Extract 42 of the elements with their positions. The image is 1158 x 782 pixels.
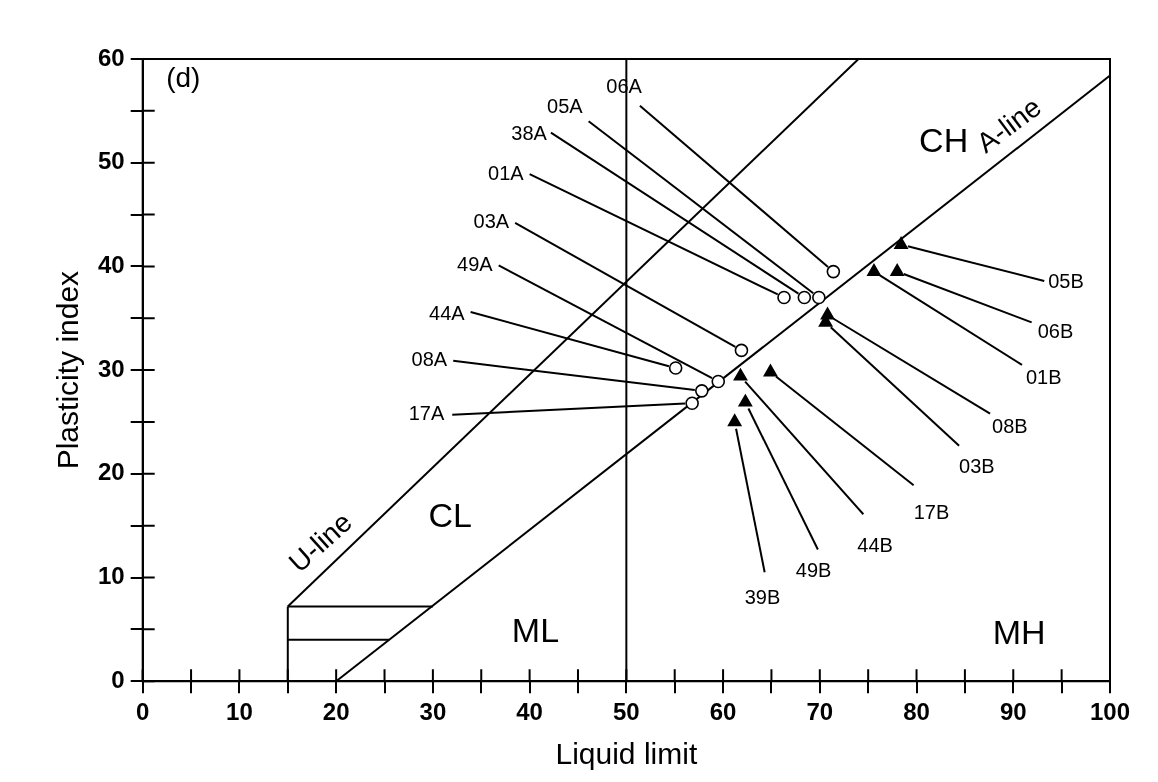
x-tick-label: 0 (136, 698, 150, 726)
annotation: 08B (992, 415, 1028, 438)
annotation: 05B (1048, 270, 1084, 293)
annotation: 17A (408, 402, 445, 425)
annotation: 06B (1037, 319, 1074, 342)
annotation: 38A (511, 122, 548, 145)
annotation: 01B (1025, 366, 1062, 389)
annotation: 08A (411, 348, 448, 371)
annotation: 39B (744, 585, 781, 608)
x-tick-label: 20 (322, 698, 350, 726)
x-tick-label: 60 (709, 698, 737, 726)
annotation: MH (992, 612, 1046, 651)
annotation: 44B (857, 533, 893, 556)
annotation: 01A (488, 161, 525, 184)
x-tick-label: 30 (419, 698, 447, 726)
x-tick-label: 50 (613, 698, 640, 726)
y-axis-title: Plasticity index (51, 270, 85, 470)
y-tick-label: 0 (111, 665, 125, 693)
annotation: 17B (913, 500, 950, 523)
annotation: ML (511, 610, 560, 649)
annotation: (d) (166, 62, 201, 94)
annotation: CL (428, 495, 473, 534)
x-tick-label: 40 (516, 698, 543, 726)
y-tick-label: 50 (97, 147, 125, 175)
y-tick-label: 30 (97, 354, 125, 382)
y-tick-label: 60 (97, 43, 125, 71)
annotation: 03B (959, 455, 995, 478)
annotation: 49A (457, 252, 494, 275)
y-tick-label: 20 (97, 458, 125, 486)
x-tick-label: 10 (226, 698, 253, 726)
x-tick-label: 80 (903, 698, 930, 726)
annotation: 03A (473, 210, 510, 233)
x-tick-label: 100 (1089, 698, 1131, 726)
annotation: CH (919, 121, 969, 160)
y-tick-label: 40 (97, 251, 125, 279)
annotation: 44A (429, 301, 466, 324)
x-tick-label: 90 (999, 698, 1027, 726)
y-tick-label: 10 (97, 562, 125, 590)
x-axis-title: Liquid limit (555, 737, 698, 771)
annotation: 49B (795, 559, 832, 582)
annotation: 05A (547, 94, 584, 117)
x-tick-label: 70 (806, 698, 834, 726)
